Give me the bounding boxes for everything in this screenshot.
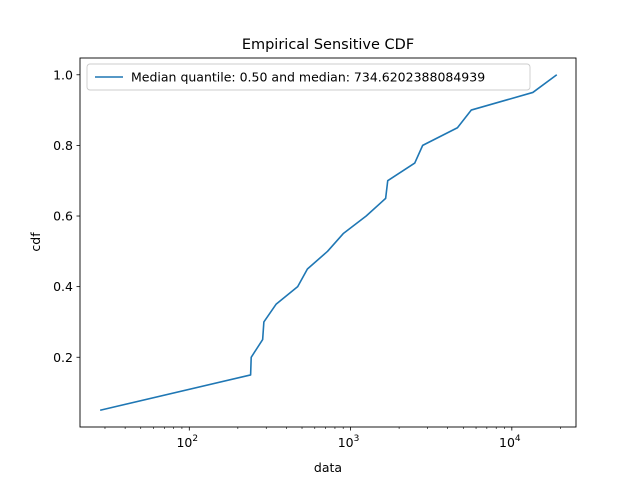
- y-tick-label: 0.6: [53, 209, 73, 224]
- y-axis-label: cdf: [28, 232, 43, 252]
- legend: Median quantile: 0.50 and median: 734.62…: [86, 63, 531, 91]
- legend-entry-label: Median quantile: 0.50 and median: 734.62…: [131, 70, 485, 85]
- y-tick-label: 1.0: [53, 67, 73, 82]
- axes-frame: [79, 57, 577, 428]
- y-tick-label: 0.4: [53, 279, 73, 294]
- x-tick-exponent: 4: [515, 434, 521, 444]
- x-tick-exponent: 2: [192, 434, 198, 444]
- x-tick-exponent: 3: [354, 434, 360, 444]
- chart-title: Empirical Sensitive CDF: [242, 37, 414, 53]
- series-line: [99, 74, 558, 412]
- y-tick-label: 0.2: [53, 350, 73, 365]
- y-tick-label: 0.8: [53, 138, 73, 153]
- x-axis-label: data: [314, 460, 342, 475]
- legend-box: [86, 63, 531, 91]
